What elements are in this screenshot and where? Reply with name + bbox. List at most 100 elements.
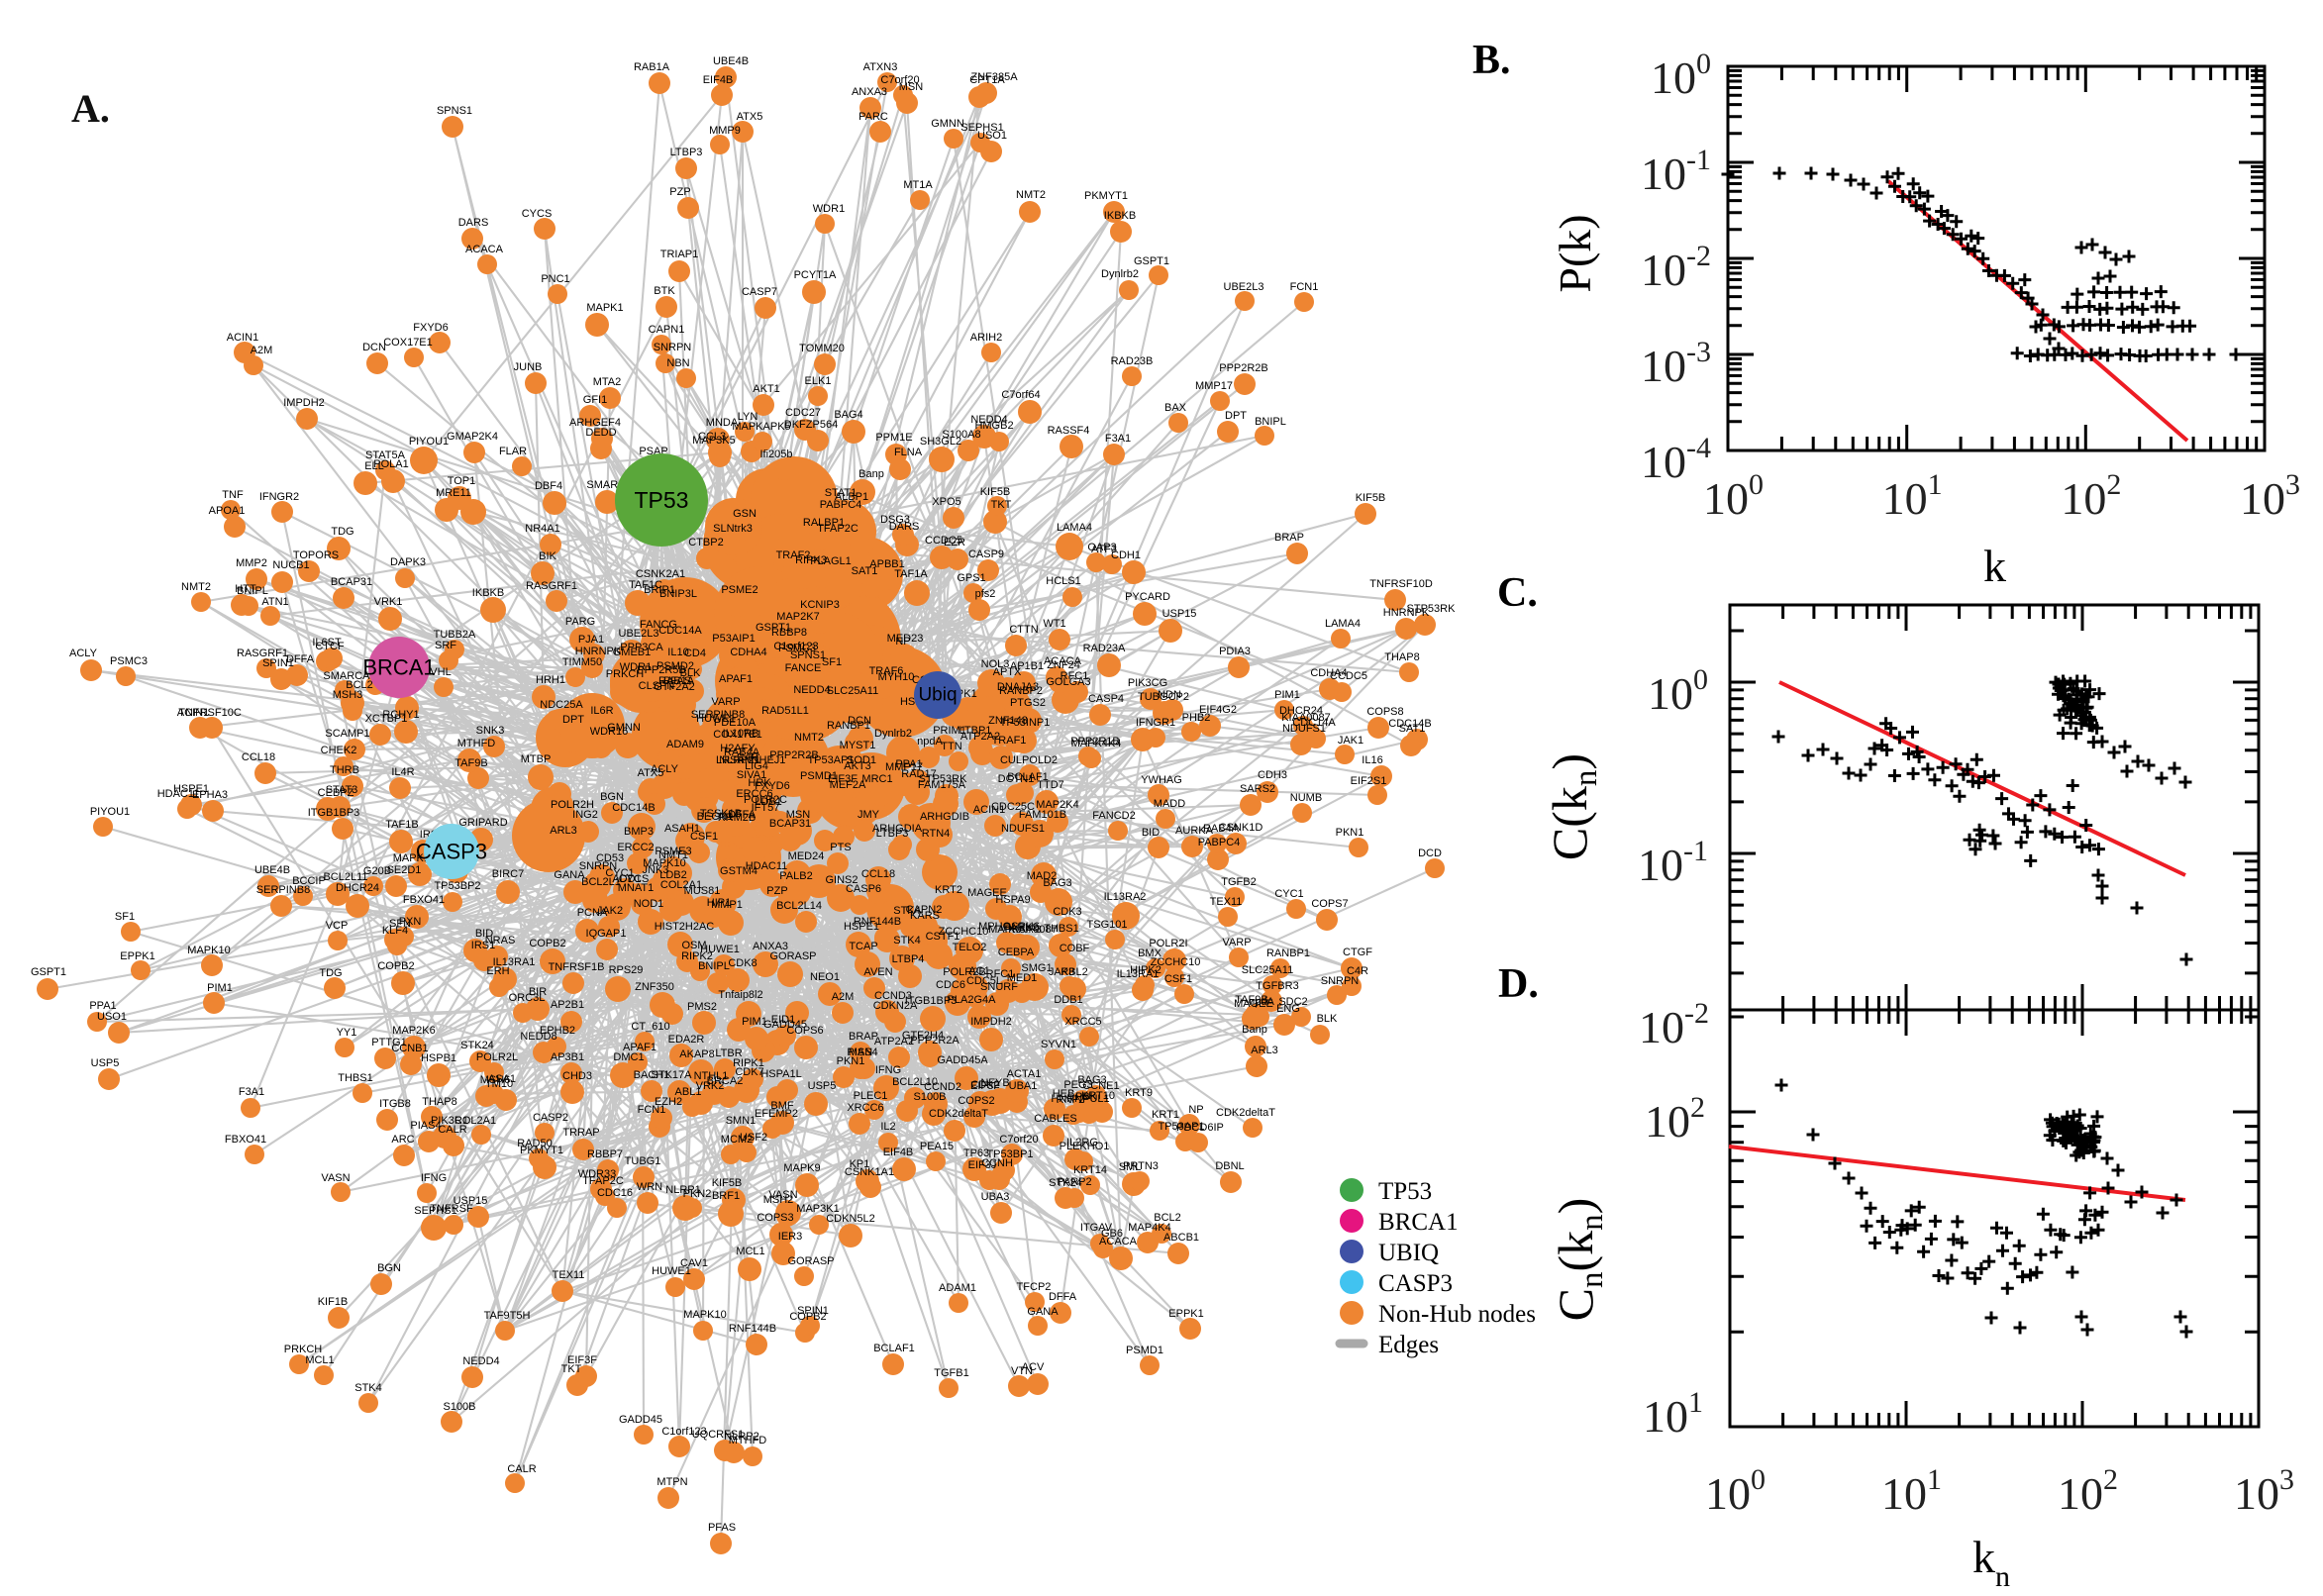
svg-text:TP53: TP53	[1378, 1178, 1432, 1205]
svg-text:TP53AP1: TP53AP1	[807, 754, 854, 766]
svg-text:TAF1B: TAF1B	[385, 819, 418, 831]
svg-text:RCHY1: RCHY1	[382, 709, 419, 721]
svg-text:DEDD: DEDD	[585, 427, 616, 439]
svg-text:COL2A1: COL2A1	[660, 879, 702, 891]
svg-text:GTF2H4: GTF2H4	[902, 1030, 944, 1042]
svg-text:PDE10A: PDE10A	[714, 717, 757, 729]
svg-text:DCTN1: DCTN1	[998, 773, 1035, 785]
svg-text:DARS: DARS	[889, 521, 920, 533]
svg-text:UBE4B: UBE4B	[713, 55, 749, 67]
svg-text:NLRP2: NLRP2	[719, 754, 754, 766]
svg-text:FCN1: FCN1	[638, 1104, 666, 1116]
svg-text:AURKA: AURKA	[1175, 825, 1214, 837]
svg-text:POLR2I: POLR2I	[1149, 938, 1187, 949]
svg-text:USP5: USP5	[808, 1080, 837, 1092]
svg-text:TFAP2C: TFAP2C	[817, 523, 858, 535]
svg-text:STAT1: STAT1	[825, 487, 858, 499]
svg-text:HNRNPK: HNRNPK	[575, 646, 622, 657]
svg-text:MPHOSPH6: MPHOSPH6	[978, 921, 1040, 933]
svg-text:BCL2: BCL2	[1154, 1212, 1181, 1224]
svg-text:SEPHS1: SEPHS1	[414, 1205, 456, 1217]
svg-text:STAT3: STAT3	[326, 784, 358, 796]
svg-text:FANCG: FANCG	[640, 619, 677, 631]
svg-text:LAMA4: LAMA4	[1325, 618, 1361, 630]
svg-text:CDC16: CDC16	[597, 1187, 633, 1199]
svg-text:ARIH2: ARIH2	[970, 332, 1002, 344]
svg-text:MED1: MED1	[1007, 972, 1038, 984]
svg-text:BGN: BGN	[377, 1262, 401, 1274]
svg-text:GADD45: GADD45	[619, 1414, 662, 1426]
svg-text:CHD3: CHD3	[562, 1070, 592, 1082]
svg-text:DFFA: DFFA	[286, 653, 315, 665]
svg-text:PTTG1: PTTG1	[371, 1037, 406, 1048]
svg-text:APBB1: APBB1	[869, 558, 904, 570]
svg-text:Dynlrb2: Dynlrb2	[874, 728, 912, 740]
svg-text:CCNE1: CCNE1	[1082, 1080, 1119, 1092]
svg-text:PMS2: PMS2	[687, 1001, 717, 1013]
svg-text:BMX: BMX	[1138, 948, 1162, 959]
svg-text:TP53BP2: TP53BP2	[434, 880, 480, 892]
svg-text:FAM101B: FAM101B	[1019, 809, 1066, 821]
svg-text:IL6ST: IL6ST	[312, 637, 342, 648]
svg-text:AP2B1: AP2B1	[551, 999, 584, 1011]
svg-text:TM10: TM10	[485, 1078, 513, 1090]
svg-text:TAF1C: TAF1C	[629, 579, 662, 591]
svg-text:NEDD4: NEDD4	[793, 684, 830, 696]
svg-text:IL13RA1: IL13RA1	[493, 956, 536, 968]
svg-text:TDG: TDG	[331, 526, 354, 538]
svg-text:RPS29: RPS29	[609, 964, 644, 976]
svg-text:XRCC5: XRCC5	[1064, 1016, 1101, 1028]
svg-text:GPS1: GPS1	[957, 572, 985, 584]
svg-text:NDUFS1: NDUFS1	[1282, 723, 1326, 735]
svg-text:TP53AP1: TP53AP1	[1158, 1121, 1204, 1133]
svg-text:PKN1: PKN1	[837, 1055, 865, 1067]
svg-text:COX17E1: COX17E1	[713, 729, 762, 741]
svg-text:ENG: ENG	[1276, 1003, 1300, 1015]
svg-text:MYH10: MYH10	[878, 671, 915, 683]
svg-text:GADD45A: GADD45A	[937, 1054, 988, 1066]
svg-text:POLR2C: POLR2C	[744, 794, 787, 806]
svg-text:MMP2: MMP2	[236, 557, 267, 569]
svg-text:VARP: VARP	[711, 696, 740, 708]
svg-text:EPHA3: EPHA3	[192, 789, 228, 801]
svg-text:ATXN3: ATXN3	[863, 61, 898, 73]
svg-text:EIF2S1: EIF2S1	[1351, 775, 1387, 787]
svg-text:CCL3: CCL3	[698, 431, 726, 443]
svg-text:KARS: KARS	[910, 910, 940, 922]
svg-text:IRS1: IRS1	[471, 940, 495, 951]
svg-text:IMPDH2: IMPDH2	[970, 1016, 1012, 1028]
svg-text:MSH6: MSH6	[480, 1074, 511, 1086]
svg-text:BCAP31: BCAP31	[331, 576, 372, 588]
svg-text:CAV1: CAV1	[680, 1257, 708, 1269]
svg-text:C7orf64: C7orf64	[1001, 389, 1040, 401]
svg-text:TSG101: TSG101	[1087, 919, 1128, 931]
svg-text:KRT9: KRT9	[1125, 1087, 1153, 1099]
svg-text:PRKCH: PRKCH	[606, 668, 645, 680]
svg-text:HRH1: HRH1	[536, 674, 565, 686]
svg-text:COPS6: COPS6	[786, 1025, 823, 1037]
svg-text:TGFB1: TGFB1	[934, 1367, 968, 1379]
svg-text:TOPORS: TOPORS	[293, 549, 339, 561]
svg-text:MAPK4K4: MAPK4K4	[1071, 738, 1122, 749]
svg-text:DCN: DCN	[848, 715, 871, 727]
svg-text:TNFRSF1B: TNFRSF1B	[549, 961, 605, 973]
svg-text:HDAC11: HDAC11	[157, 788, 200, 800]
svg-text:SLC25A11: SLC25A11	[1242, 964, 1293, 976]
svg-text:IKBKB: IKBKB	[1104, 210, 1136, 222]
svg-text:BCLAF1: BCLAF1	[1007, 771, 1049, 783]
svg-text:IMPDH2: IMPDH2	[283, 397, 325, 409]
svg-text:ACLY: ACLY	[651, 763, 679, 775]
svg-text:TP63: TP63	[963, 1147, 989, 1159]
svg-text:CDC6: CDC6	[936, 979, 965, 991]
svg-text:NMT2: NMT2	[1016, 189, 1046, 201]
svg-text:CABLES: CABLES	[1034, 1113, 1076, 1125]
svg-text:EIF4B: EIF4B	[883, 1147, 914, 1158]
svg-text:ABL1: ABL1	[675, 1086, 702, 1098]
svg-text:SMN1: SMN1	[726, 1115, 757, 1127]
svg-text:PPP2R5B: PPP2R5B	[637, 664, 686, 676]
svg-text:IL10: IL10	[667, 647, 688, 658]
svg-text:KRT2: KRT2	[935, 884, 962, 896]
svg-text:TIMM50: TIMM50	[562, 656, 602, 668]
svg-text:MMP17: MMP17	[1195, 380, 1233, 392]
svg-text:MAPK8IP3: MAPK8IP3	[988, 924, 1042, 936]
